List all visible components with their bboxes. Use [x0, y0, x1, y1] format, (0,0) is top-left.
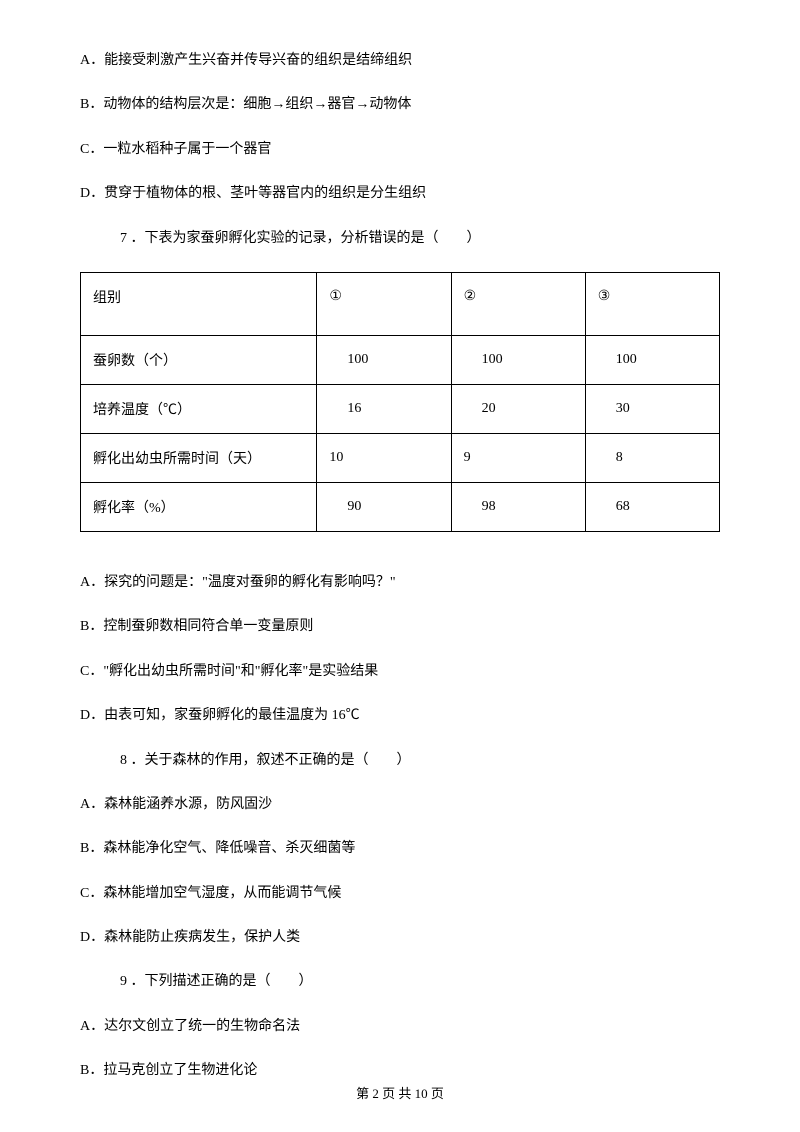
option-b-q6: B．动物体的结构层次是：细胞→组织→器官→动物体 [80, 94, 720, 116]
q8-option-b: B．森林能净化空气、降低噪音、杀灭细菌等 [80, 838, 720, 860]
question-9-text: 9 ．下列描述正确的是（ ） [80, 971, 720, 993]
table-cell: 30 [585, 384, 719, 433]
option-d-q6: D．贯穿于植物体的根、茎叶等器官内的组织是分生组织 [80, 183, 720, 205]
table-cell: 98 [451, 482, 585, 531]
table-cell: 20 [451, 384, 585, 433]
option-c-q6: C．一粒水稻种子属于一个器官 [80, 139, 720, 161]
table-cell: 100 [317, 335, 451, 384]
question-7-text: 7 ．下表为家蚕卵孵化实验的记录，分析错误的是（ ） [80, 228, 720, 250]
page-footer: 第 2 页 共 10 页 [0, 1083, 800, 1102]
table-row: 孵化率（%） 90 98 68 [81, 482, 720, 531]
table-cell: 68 [585, 482, 719, 531]
table-cell: 10 [317, 433, 451, 482]
q7-table: 组别 ① ② ③ 蚕卵数（个） 100 100 100 培养温度（℃） 16 2… [80, 272, 720, 532]
table-cell: 16 [317, 384, 451, 433]
table-row: 蚕卵数（个） 100 100 100 [81, 335, 720, 384]
table-cell: 培养温度（℃） [81, 384, 317, 433]
table-cell: 90 [317, 482, 451, 531]
table-row: 培养温度（℃） 16 20 30 [81, 384, 720, 433]
table-cell: 蚕卵数（个） [81, 335, 317, 384]
q7-option-b: B．控制蚕卵数相同符合单一变量原则 [80, 616, 720, 638]
q8-option-a: A．森林能涵养水源，防风固沙 [80, 794, 720, 816]
table-cell: 100 [585, 335, 719, 384]
q7-option-d: D．由表可知，家蚕卵孵化的最佳温度为 16℃ [80, 705, 720, 727]
table-cell: 孵化率（%） [81, 482, 317, 531]
table-cell: 组别 [81, 272, 317, 335]
table-cell: ② [451, 272, 585, 335]
q9-option-a: A．达尔文创立了统一的生物命名法 [80, 1016, 720, 1038]
table-row: 组别 ① ② ③ [81, 272, 720, 335]
table-cell: ③ [585, 272, 719, 335]
option-a-q6: A．能接受刺激产生兴奋并传导兴奋的组织是结缔组织 [80, 50, 720, 72]
table-cell: 孵化出幼虫所需时间（天） [81, 433, 317, 482]
table-cell: 8 [585, 433, 719, 482]
table-row: 孵化出幼虫所需时间（天） 10 9 8 [81, 433, 720, 482]
table-cell: ① [317, 272, 451, 335]
table-cell: 9 [451, 433, 585, 482]
q8-option-c: C．森林能增加空气湿度，从而能调节气候 [80, 883, 720, 905]
table-cell: 100 [451, 335, 585, 384]
q8-option-d: D．森林能防止疾病发生，保护人类 [80, 927, 720, 949]
question-8-text: 8 ．关于森林的作用，叙述不正确的是（ ） [80, 750, 720, 772]
q7-option-a: A．探究的问题是："温度对蚕卵的孵化有影响吗？" [80, 572, 720, 594]
q9-option-b: B．拉马克创立了生物进化论 [80, 1060, 720, 1082]
q7-option-c: C．"孵化出幼虫所需时间"和"孵化率"是实验结果 [80, 661, 720, 683]
